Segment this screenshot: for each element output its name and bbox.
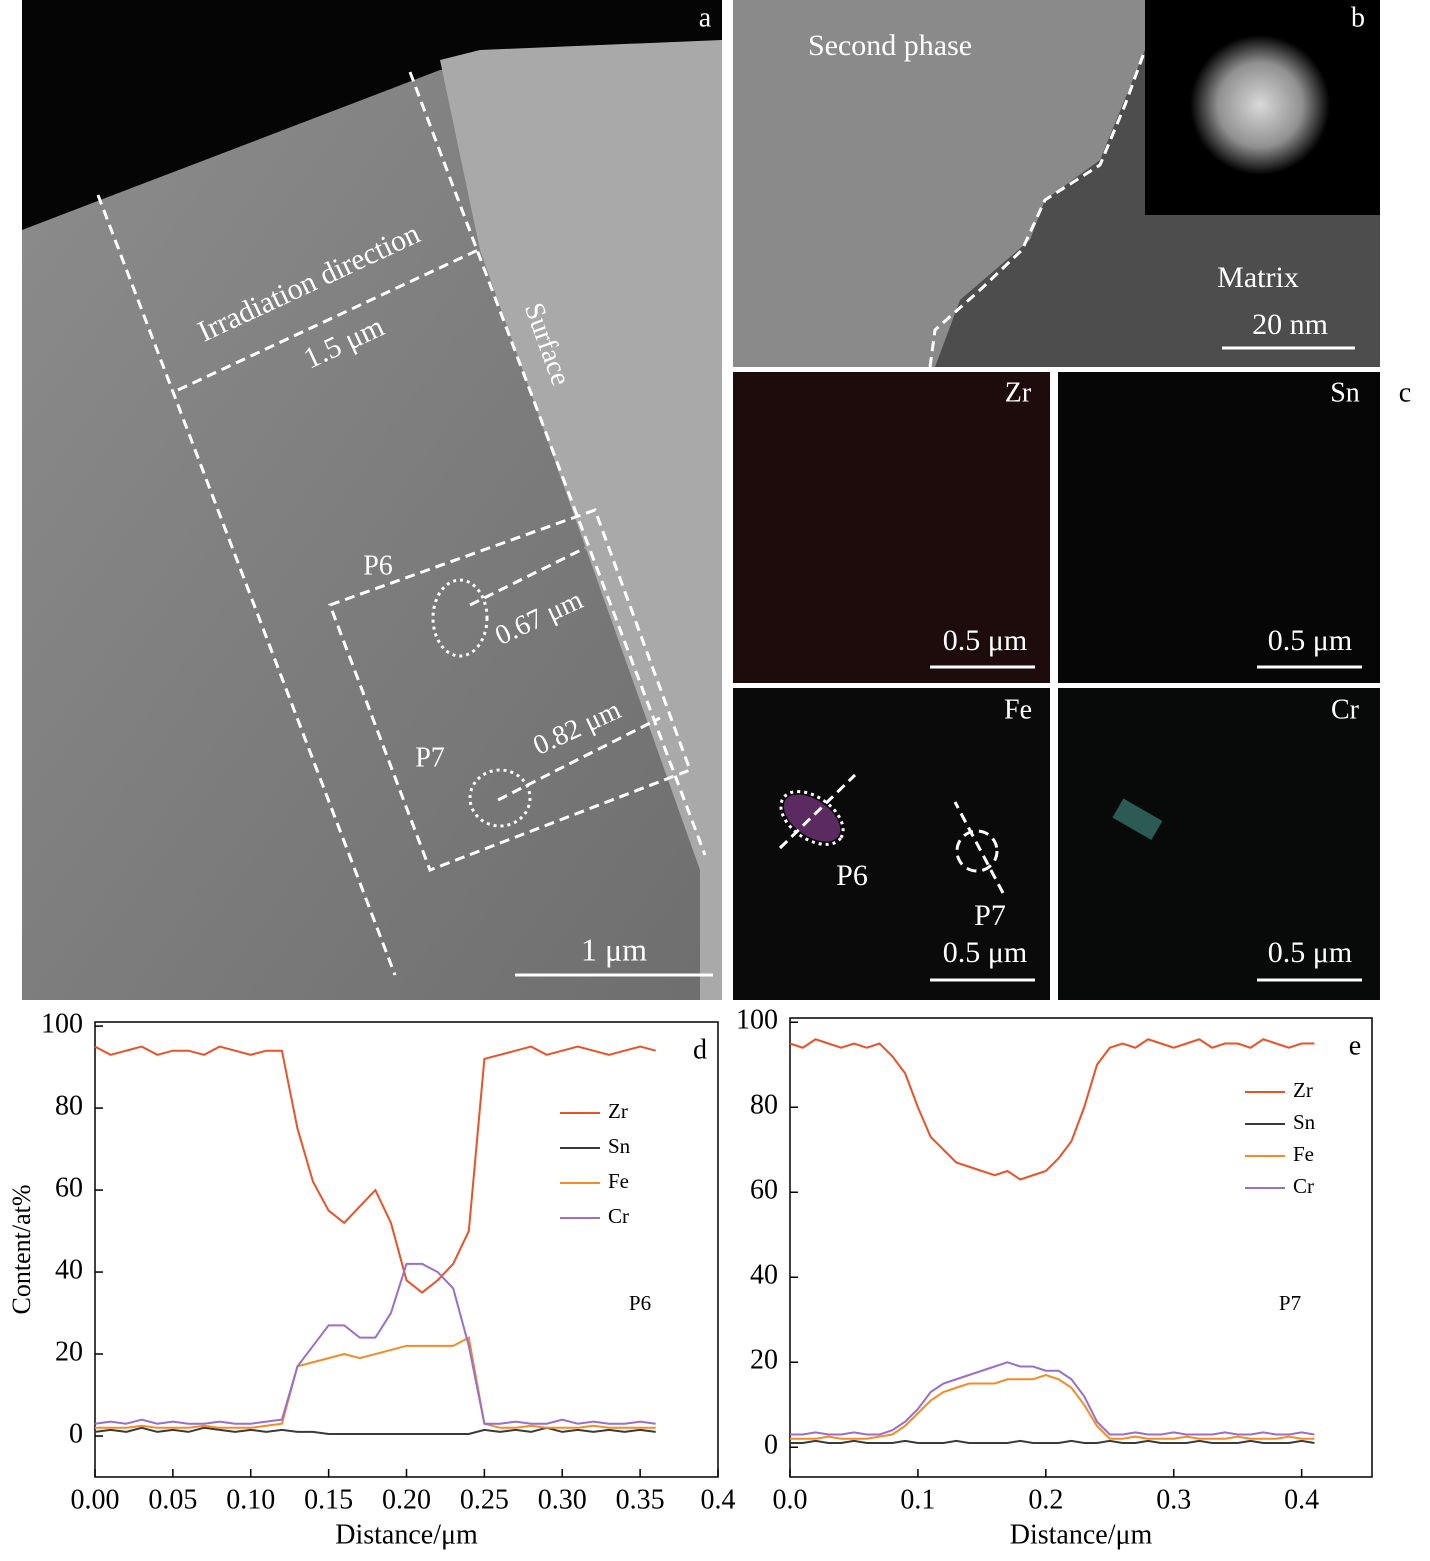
plot-frame — [94, 1021, 719, 1478]
x-tick-label: 0.10 — [226, 1484, 275, 1515]
arrow — [177, 248, 479, 392]
y-tick-label: 0 — [69, 1418, 83, 1449]
legend-label: Zr — [1293, 1078, 1313, 1102]
y-tick-label: 100 — [736, 1005, 778, 1036]
x-tick-label: 0.4 — [1284, 1484, 1319, 1515]
surface-layer — [440, 40, 722, 1000]
y-tick-label: 40 — [55, 1254, 83, 1285]
scale-label: 0.5 μm — [943, 936, 1027, 969]
plot-frame — [789, 1017, 1373, 1478]
x-tick-label: 0.3 — [1156, 1484, 1191, 1515]
y-tick-label: 20 — [55, 1336, 83, 1367]
map — [733, 372, 1050, 683]
panel-letter: e — [1349, 1030, 1361, 1061]
legend-label: Sn — [1293, 1110, 1316, 1134]
annotation: P6 — [629, 1291, 651, 1315]
scale-label: 1 μm — [581, 931, 647, 967]
y-tick-label: 60 — [55, 1172, 83, 1203]
label: P7 — [974, 899, 1006, 932]
legend-label: Cr — [608, 1204, 629, 1228]
panel-letter: c — [1399, 377, 1411, 408]
x-axis-label: Distance/μm — [335, 1519, 478, 1550]
y-tick-label: 80 — [55, 1091, 83, 1122]
x-tick-label: 0.05 — [148, 1484, 197, 1515]
panel-b: b Second phase Matrix 20 nm — [733, 0, 1380, 368]
label: P6 — [836, 859, 868, 892]
series-line — [94, 1262, 656, 1425]
y-axis-label: Content/at% — [7, 1185, 36, 1315]
series-line — [94, 1426, 656, 1435]
fft-pattern — [1190, 35, 1330, 175]
x-tick-label: 0.00 — [71, 1484, 120, 1515]
y-tick-label: 20 — [750, 1345, 778, 1376]
series-line — [95, 1336, 656, 1429]
element-label: Zr — [1005, 377, 1032, 408]
y-tick-label: 0 — [764, 1430, 778, 1461]
legend-label: Fe — [1293, 1142, 1314, 1166]
x-tick-label: 0.4 — [701, 1484, 736, 1515]
label: Second phase — [808, 29, 972, 62]
y-tick-label: 100 — [41, 1009, 83, 1040]
circle — [468, 768, 532, 828]
circle — [431, 578, 489, 658]
legend-label: Zr — [608, 1099, 628, 1123]
y-tick-label: 60 — [750, 1175, 778, 1206]
panel-a: a Irradiation direction 1.5 μm Surface P… — [22, 0, 722, 1000]
x-tick-label: 0.35 — [616, 1484, 665, 1515]
circle — [779, 790, 845, 846]
series-line — [790, 1361, 1315, 1436]
x-tick-label: 0.20 — [382, 1484, 431, 1515]
label: Matrix — [1217, 261, 1299, 294]
legend-label: Cr — [1293, 1174, 1314, 1198]
panel-c: c Zr Sn Fe Cr 0.5 μm 0.5 μm 0.5 μm 0.5 μ… — [733, 372, 1411, 1000]
panel-letter: a — [699, 2, 712, 33]
series-line — [94, 1045, 656, 1294]
panel-letter: b — [1351, 2, 1365, 33]
arrow — [778, 773, 857, 850]
y-tick-label: 40 — [750, 1260, 778, 1291]
dashed-line — [96, 194, 397, 976]
arrow — [497, 716, 661, 802]
x-tick-label: 0.25 — [460, 1484, 509, 1515]
element-label: Fe — [1004, 694, 1032, 725]
panel-letter: d — [693, 1034, 707, 1065]
map — [1058, 688, 1380, 1000]
arrow — [953, 801, 1005, 894]
x-tick-label: 0.30 — [538, 1484, 587, 1515]
label: P6 — [363, 550, 393, 581]
x-tick-label: 0.15 — [304, 1484, 353, 1515]
y-tick-label: 80 — [750, 1090, 778, 1121]
legend-label: Fe — [608, 1169, 629, 1193]
circle — [955, 829, 999, 873]
element-label: Cr — [1331, 694, 1360, 725]
box — [328, 508, 692, 872]
scale-label: 0.5 μm — [1268, 624, 1352, 657]
cr-particle — [1112, 798, 1163, 841]
arrow — [469, 546, 586, 607]
element-label: Sn — [1330, 377, 1360, 408]
series-line — [790, 1439, 1315, 1444]
scale-label: 0.5 μm — [943, 624, 1027, 657]
dashed-line — [408, 71, 707, 856]
scale-label: 0.5 μm — [1268, 936, 1352, 969]
series-line — [790, 1373, 1315, 1440]
x-tick-label: 0.0 — [773, 1484, 808, 1515]
map — [1058, 372, 1380, 683]
scale-label: 20 nm — [1252, 308, 1328, 341]
x-axis-label: Distance/μm — [1010, 1519, 1153, 1550]
x-tick-label: 0.1 — [900, 1484, 935, 1515]
legend-label: Sn — [608, 1134, 631, 1158]
annotation: P7 — [1279, 1291, 1301, 1315]
boundary — [928, 49, 1147, 368]
label: P7 — [415, 742, 445, 773]
series-line — [789, 1038, 1315, 1181]
x-tick-label: 0.2 — [1028, 1484, 1063, 1515]
